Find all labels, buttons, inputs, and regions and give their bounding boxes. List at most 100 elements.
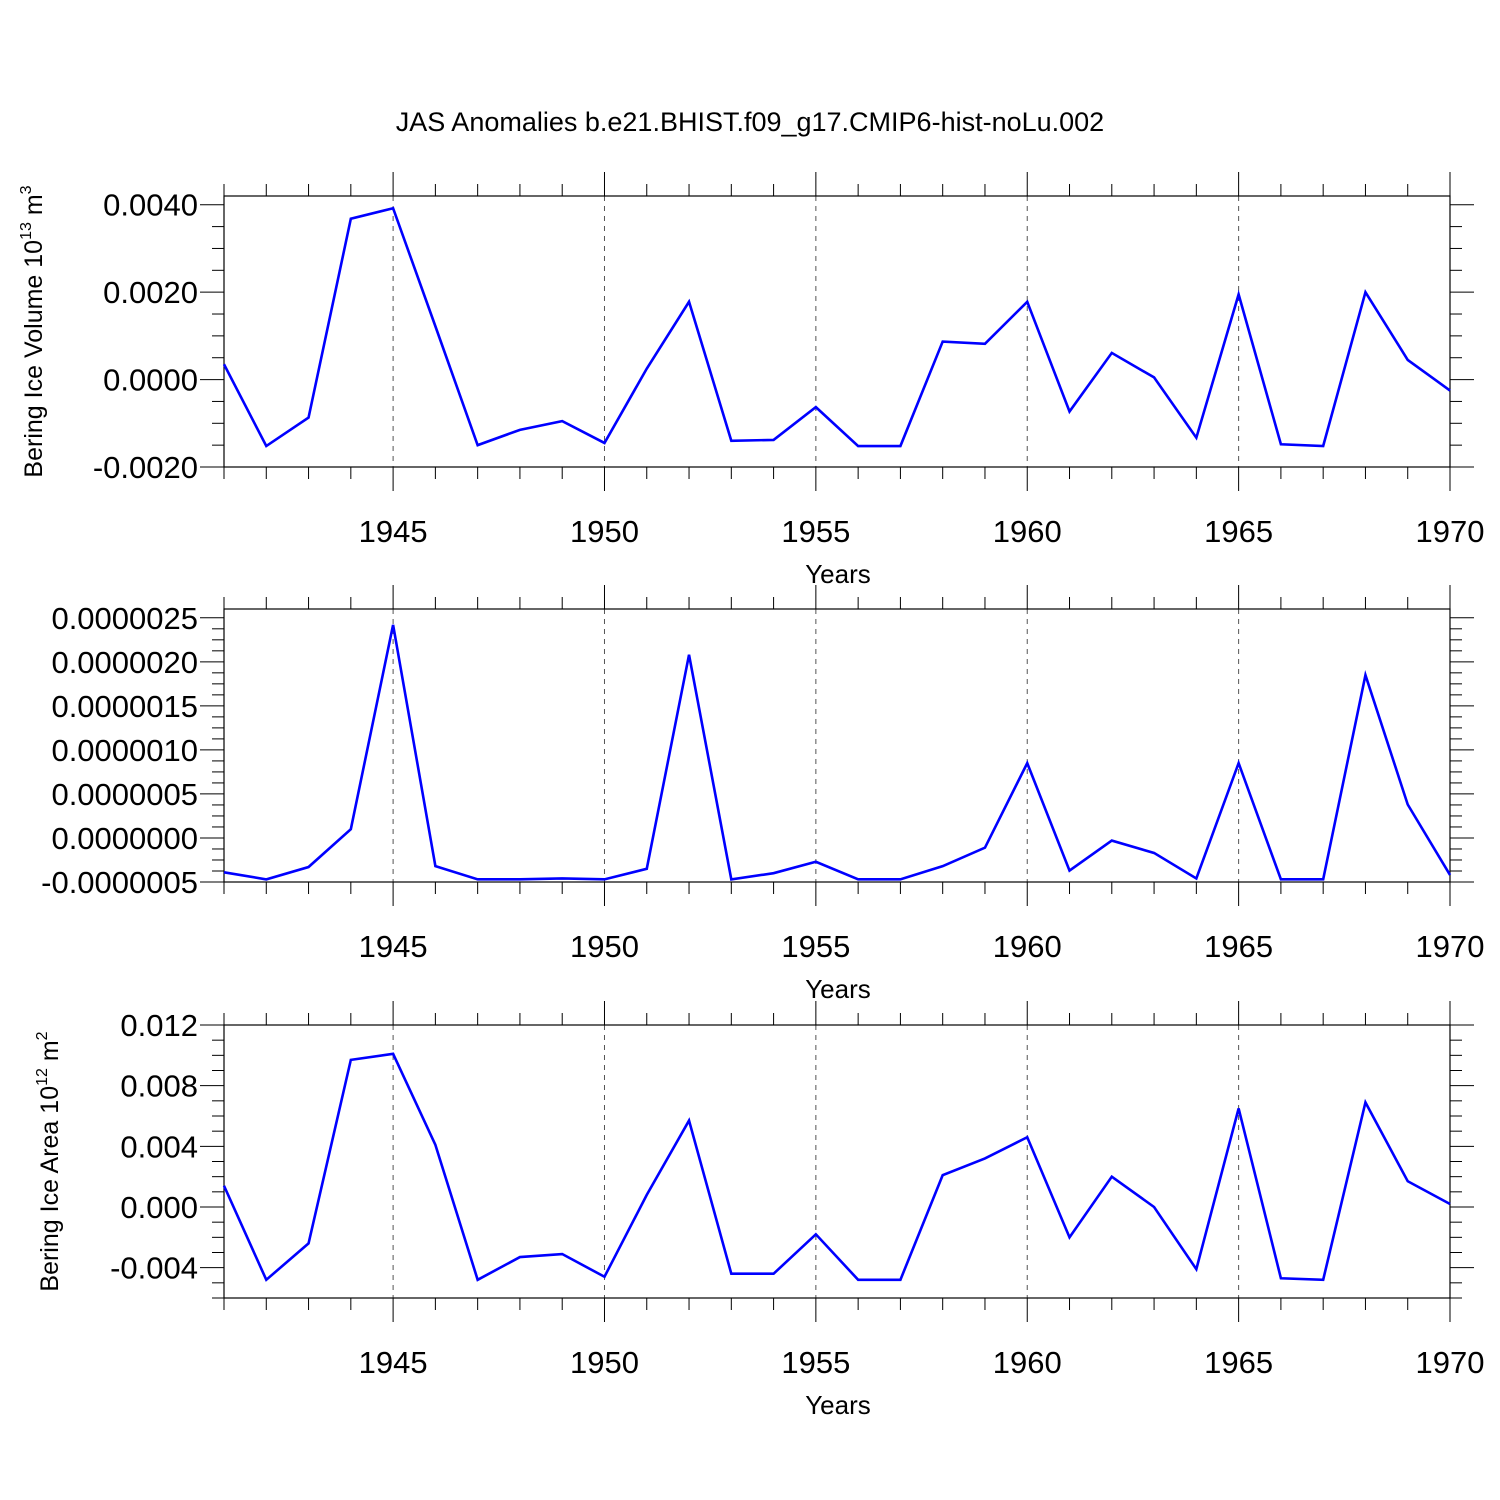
panel-2-xtick-label-1945: 1945 <box>359 929 428 964</box>
panel-1-data-point-1963 <box>1152 375 1156 379</box>
panel-3-data-point-1944 <box>349 1058 353 1062</box>
panel-3-data-point-1965 <box>1237 1106 1241 1110</box>
panel-1-data-point-1960 <box>1025 300 1029 304</box>
panel-3-data-point-1954 <box>772 1272 776 1276</box>
panel-2-data-point-1956 <box>856 877 860 881</box>
panel-1-data-point-1951 <box>645 367 649 371</box>
panel-1-data-point-1961 <box>1068 409 1072 413</box>
panel-1-data-point-1944 <box>349 217 353 221</box>
panel-2-data-point-1953 <box>729 877 733 881</box>
panel-1-data-point-1970 <box>1448 389 1452 393</box>
panel-3-data-point-1961 <box>1068 1235 1072 1239</box>
panel-1-data-point-1946 <box>433 324 437 328</box>
panel-2-xtick-label-1960: 1960 <box>993 929 1062 964</box>
chart-title: JAS Anomalies b.e21.BHIST.f09_g17.CMIP6-… <box>396 107 1104 137</box>
panel-1-data-point-1949 <box>560 419 564 423</box>
panel-2-data-point-1957 <box>898 877 902 881</box>
panel-2-data-point-1951 <box>645 867 649 871</box>
panel-1-xtick-label-1945: 1945 <box>359 514 428 549</box>
panel-3-data-point-1963 <box>1152 1205 1156 1209</box>
panel-2-data-point-1942 <box>264 877 268 881</box>
panel-2-data-point-1960 <box>1025 761 1029 765</box>
panel-3-series-line <box>222 1052 1451 1282</box>
panel-1-ytick-label-0.0020: 0.0020 <box>103 275 198 310</box>
panel-3-data-point-1949 <box>560 1252 564 1256</box>
panel-3-data-point-1967 <box>1321 1278 1325 1282</box>
panel-2-data-point-1952 <box>687 653 691 657</box>
panel-3-data-point-1970 <box>1448 1202 1452 1206</box>
panel-2-data-point-1968 <box>1363 673 1367 677</box>
panel-3-data-point-1962 <box>1110 1175 1114 1179</box>
panel-3-data-point-1950 <box>602 1275 606 1279</box>
panel-2-ytick-label-0.0000015: 0.0000015 <box>51 689 198 724</box>
panel-3-data-point-1946 <box>433 1143 437 1147</box>
panel-3-data-point-1959 <box>983 1156 987 1160</box>
panel-3-ytick-label--0.004: -0.004 <box>110 1251 198 1286</box>
panel-2-ytick-label-0.0000000: 0.0000000 <box>51 821 198 856</box>
panel-1: 1945 1950 1955 1960 1965 1970 Years -0.0020 0.00… <box>18 172 1484 589</box>
panel-1-ytick-label--0.0020: -0.0020 <box>93 450 198 485</box>
panel-3-data-point-1966 <box>1279 1276 1283 1280</box>
panel-3-data-point-1948 <box>518 1255 522 1259</box>
panel-2-data-point-1965 <box>1237 761 1241 765</box>
panel-2-data-point-1946 <box>433 864 437 868</box>
panel-3: 1945 1950 1955 1960 1965 1970 Years -0.004 0.000… <box>34 1001 1484 1420</box>
panel-1-xtick-label-1955: 1955 <box>781 514 850 549</box>
panel-2-xtick-label-1950: 1950 <box>570 929 639 964</box>
panel-2: 1945 1950 1955 1960 1965 1970 Years -0.0000005 0… <box>41 585 1484 1004</box>
panel-1-data-point-1953 <box>729 439 733 443</box>
panel-2-xtick-label-1970: 1970 <box>1416 929 1485 964</box>
panel-1-data-point-1958 <box>941 340 945 344</box>
panel-1-xtick-label-1960: 1960 <box>993 514 1062 549</box>
panel-1-data-point-1969 <box>1406 358 1410 362</box>
panel-3-xtick-label-1950: 1950 <box>570 1345 639 1380</box>
panel-2-data-point-1967 <box>1321 877 1325 881</box>
panel-2-data-point-1949 <box>560 876 564 880</box>
panel-2-data-point-1944 <box>349 827 353 831</box>
panel-1-data-point-1959 <box>983 342 987 346</box>
panel-2-data-point-1969 <box>1406 803 1410 807</box>
panel-2-data-point-1945 <box>391 623 395 627</box>
panel-1-series-line <box>222 206 1451 448</box>
panel-3-data-point-1947 <box>476 1278 480 1282</box>
panel-1-data-point-1945 <box>391 206 395 210</box>
panel-3-data-point-1968 <box>1363 1100 1367 1104</box>
panel-1-data-point-1950 <box>602 441 606 445</box>
panel-1-data-point-1964 <box>1194 436 1198 440</box>
panel-1-data-point-1957 <box>898 444 902 448</box>
panel-2-series-line <box>223 624 1452 881</box>
panel-2-data-point-1947 <box>476 877 480 881</box>
panel-3-ytick-label-0.008: 0.008 <box>120 1069 198 1104</box>
panel-1-ylabel: Bering Ice Volume 1013 m3 <box>18 185 48 477</box>
panel-3-xtick-label-1965: 1965 <box>1204 1345 1273 1380</box>
panel-2-data-point-1961 <box>1068 869 1072 873</box>
panel-1-ytick-label-0.0040: 0.0040 <box>103 188 198 223</box>
panel-1-ytick-label-0.0000: 0.0000 <box>103 363 198 398</box>
panel-2-data-point-1941 <box>222 870 226 874</box>
panel-2-data-point-1959 <box>983 846 987 850</box>
panel-1-xtick-label-1950: 1950 <box>570 514 639 549</box>
panel-3-xtick-label-1955: 1955 <box>781 1345 850 1380</box>
panel-3-ytick-label-0.004: 0.004 <box>120 1129 198 1164</box>
panel-2-data-point-1943 <box>307 865 311 869</box>
panel-2-ytick-label--0.0000005: -0.0000005 <box>41 865 198 900</box>
panel-2-data-point-1970 <box>1448 873 1452 877</box>
panel-2-data-point-1962 <box>1110 839 1114 843</box>
panel-1-data-point-1943 <box>307 416 311 420</box>
panel-2-ytick-label-0.0000025: 0.0000025 <box>51 601 198 636</box>
panel-2-data-point-1964 <box>1194 876 1198 880</box>
panel-3-xtick-label-1945: 1945 <box>359 1345 428 1380</box>
panel-3-data-point-1969 <box>1406 1179 1410 1183</box>
panel-2-data-point-1955 <box>814 860 818 864</box>
panel-2-frame <box>223 608 1451 883</box>
panel-2-data-point-1963 <box>1152 851 1156 855</box>
panel-2-xtick-label-1965: 1965 <box>1204 929 1273 964</box>
panel-1-data-point-1947 <box>476 443 480 447</box>
panel-3-data-point-1960 <box>1025 1135 1029 1139</box>
panel-2-data-point-1966 <box>1279 877 1283 881</box>
panel-2-data-point-1948 <box>518 877 522 881</box>
panel-3-data-point-1955 <box>814 1232 818 1236</box>
panel-3-ytick-label-0.000: 0.000 <box>120 1190 198 1225</box>
panel-3-xtick-label-1970: 1970 <box>1416 1345 1485 1380</box>
